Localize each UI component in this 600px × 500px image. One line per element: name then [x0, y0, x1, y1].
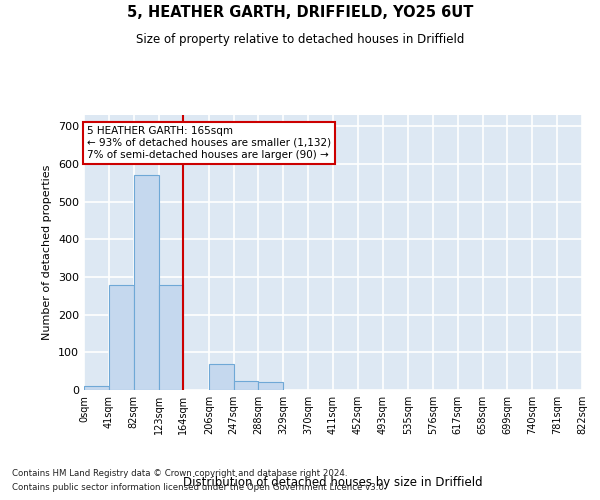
X-axis label: Distribution of detached houses by size in Driffield: Distribution of detached houses by size … — [183, 476, 483, 489]
Bar — [158, 284, 184, 390]
Text: Contains HM Land Registry data © Crown copyright and database right 2024.: Contains HM Land Registry data © Crown c… — [12, 468, 347, 477]
Text: 5 HEATHER GARTH: 165sqm
← 93% of detached houses are smaller (1,132)
7% of semi-: 5 HEATHER GARTH: 165sqm ← 93% of detache… — [87, 126, 331, 160]
Bar — [109, 284, 134, 390]
Bar — [84, 386, 109, 390]
Text: 5, HEATHER GARTH, DRIFFIELD, YO25 6UT: 5, HEATHER GARTH, DRIFFIELD, YO25 6UT — [127, 5, 473, 20]
Y-axis label: Number of detached properties: Number of detached properties — [43, 165, 52, 340]
Bar — [233, 380, 259, 390]
Text: Size of property relative to detached houses in Driffield: Size of property relative to detached ho… — [136, 32, 464, 46]
Bar — [259, 382, 283, 390]
Bar — [134, 176, 158, 390]
Bar — [209, 364, 233, 390]
Text: Contains public sector information licensed under the Open Government Licence v3: Contains public sector information licen… — [12, 484, 386, 492]
